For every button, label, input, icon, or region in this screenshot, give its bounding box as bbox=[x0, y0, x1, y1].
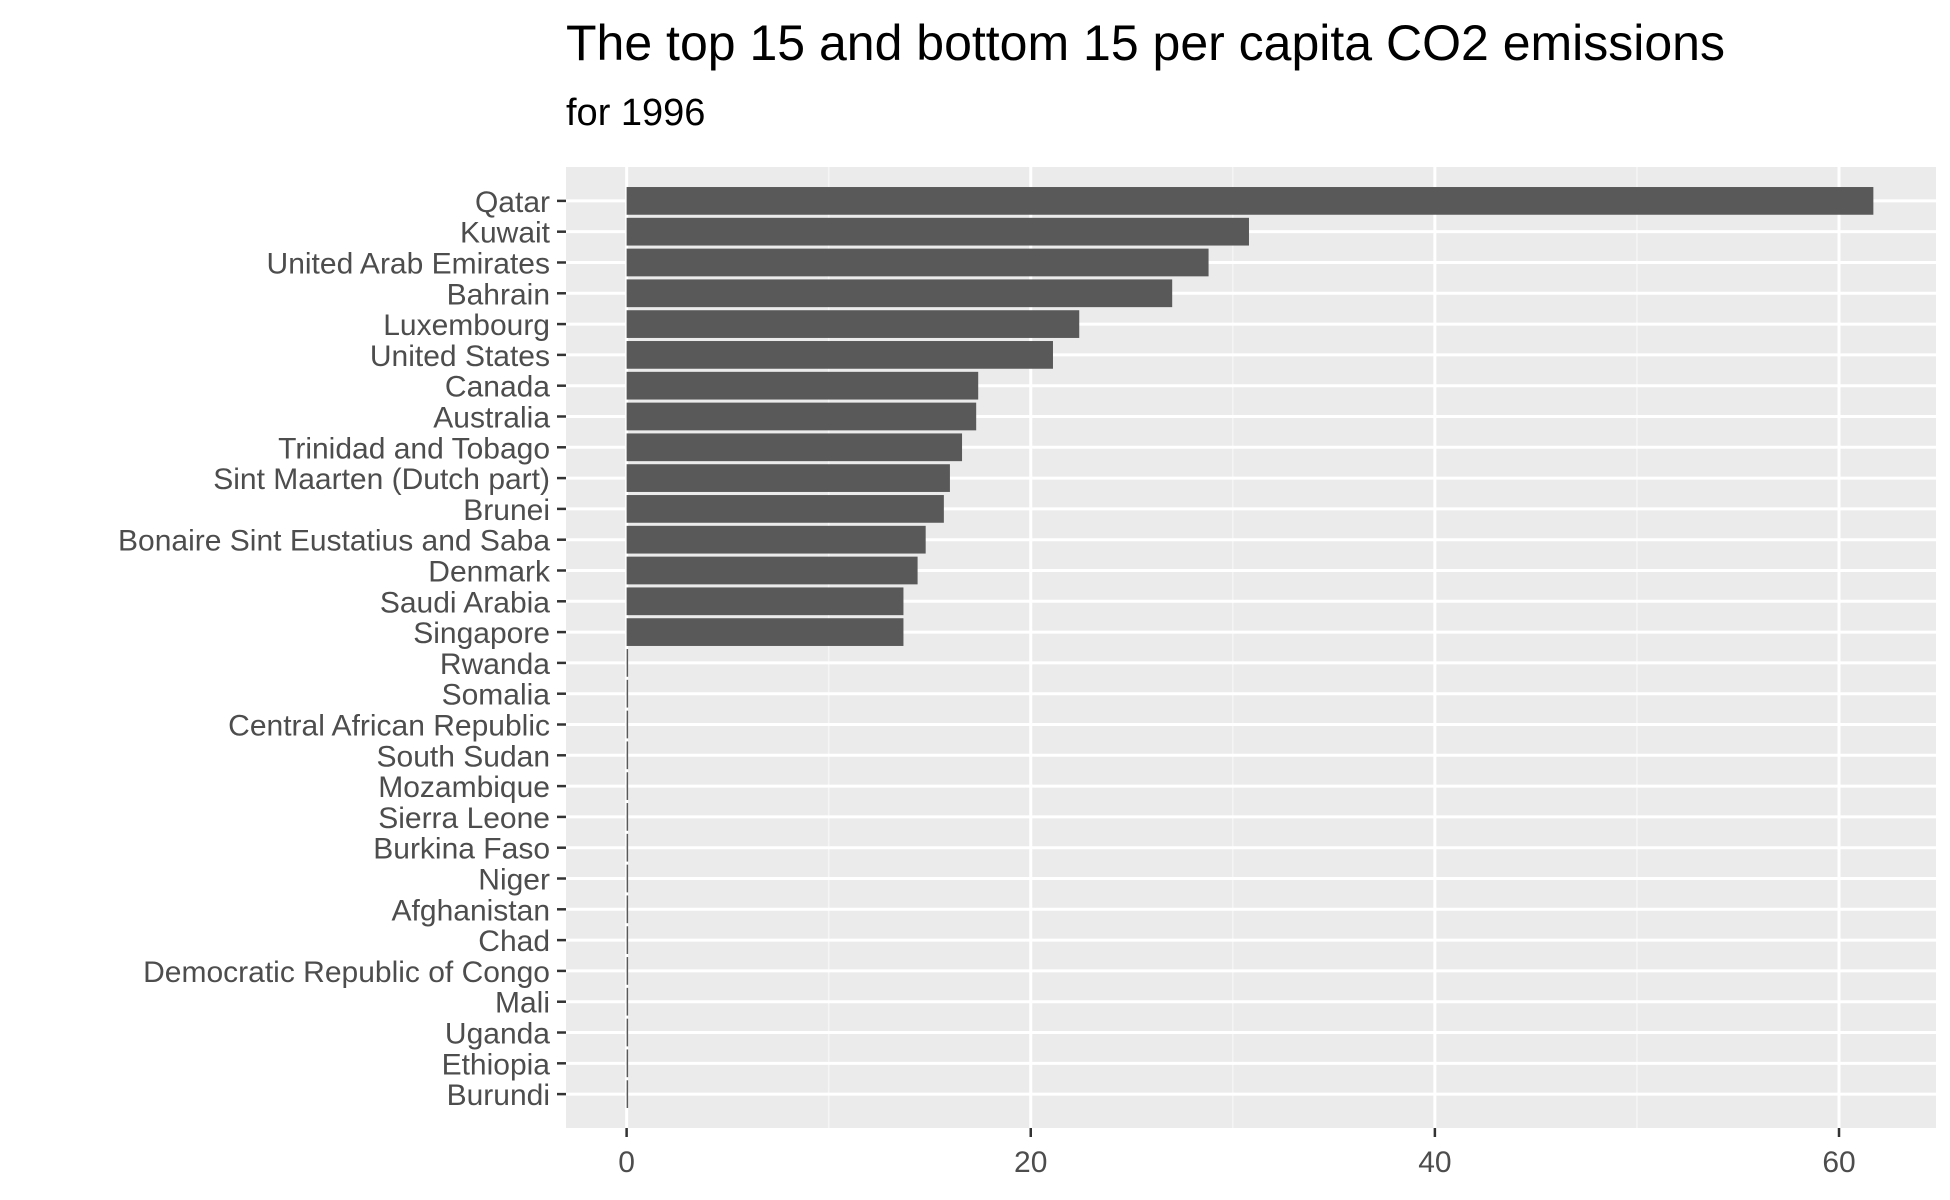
bar-13 bbox=[626, 587, 904, 616]
bar-7 bbox=[626, 402, 977, 431]
y-tick-label-12: Denmark bbox=[428, 555, 551, 588]
bar-28 bbox=[626, 1049, 629, 1078]
y-tick-label-14: Singapore bbox=[413, 617, 550, 650]
y-tick-label-27: Uganda bbox=[445, 1018, 550, 1051]
bar-11 bbox=[626, 525, 926, 554]
bar-24 bbox=[626, 926, 629, 954]
y-tick-label-8: Trinidad and Tobago bbox=[278, 432, 550, 465]
bar-25 bbox=[626, 957, 629, 985]
y-tick-label-20: Sierra Leone bbox=[378, 802, 550, 835]
bar-22 bbox=[626, 864, 629, 893]
y-tick-label-0: Qatar bbox=[475, 186, 550, 219]
y-tick-label-24: Chad bbox=[478, 925, 550, 958]
bar-3 bbox=[626, 279, 1173, 308]
y-tick-label-23: Afghanistan bbox=[392, 894, 550, 927]
y-tick-label-22: Niger bbox=[478, 864, 550, 897]
y-tick-label-29: Burundi bbox=[447, 1079, 550, 1112]
y-tick-label-1: Kuwait bbox=[460, 217, 551, 250]
bar-8 bbox=[626, 433, 963, 462]
y-tick-label-17: Central African Republic bbox=[228, 710, 550, 743]
bar-19 bbox=[626, 772, 629, 800]
bar-23 bbox=[626, 895, 629, 924]
chart-subtitle: for 1996 bbox=[566, 92, 706, 134]
bar-6 bbox=[626, 371, 979, 400]
bar-9 bbox=[626, 464, 950, 492]
bar-14 bbox=[626, 618, 904, 646]
y-tick-label-9: Sint Maarten (Dutch part) bbox=[213, 463, 550, 496]
x-tick-label-0: 0 bbox=[618, 1146, 635, 1179]
bar-2 bbox=[626, 248, 1209, 277]
y-tick-label-16: Somalia bbox=[442, 679, 551, 712]
x-tick-label-2: 40 bbox=[1418, 1146, 1451, 1179]
bar-29 bbox=[626, 1080, 629, 1108]
chart-title: The top 15 and bottom 15 per capita CO2 … bbox=[566, 15, 1725, 71]
bar-27 bbox=[626, 1018, 629, 1047]
y-tick-label-21: Burkina Faso bbox=[373, 833, 550, 866]
bar-1 bbox=[626, 217, 1249, 246]
y-tick-label-3: Bahrain bbox=[447, 278, 550, 311]
y-tick-label-19: Mozambique bbox=[378, 771, 550, 804]
bar-15 bbox=[626, 649, 629, 677]
y-tick-label-5: United States bbox=[370, 340, 550, 373]
bar-26 bbox=[626, 987, 629, 1016]
y-tick-label-13: Saudi Arabia bbox=[380, 586, 550, 619]
y-tick-label-15: Rwanda bbox=[440, 648, 550, 681]
bar-10 bbox=[626, 495, 944, 523]
y-tick-label-6: Canada bbox=[445, 371, 550, 404]
y-tick-label-7: Australia bbox=[433, 401, 550, 434]
bar-18 bbox=[626, 741, 629, 770]
bar-4 bbox=[626, 310, 1080, 338]
bar-17 bbox=[626, 710, 629, 739]
y-tick-label-18: South Sudan bbox=[377, 740, 550, 773]
y-tick-label-25: Democratic Republic of Congo bbox=[143, 956, 550, 989]
y-tick-label-10: Brunei bbox=[463, 494, 550, 527]
bar-5 bbox=[626, 341, 1053, 369]
y-tick-label-11: Bonaire Sint Eustatius and Saba bbox=[118, 525, 550, 558]
bar-0 bbox=[626, 187, 1874, 215]
y-tick-label-26: Mali bbox=[495, 987, 550, 1020]
x-tick-label-3: 60 bbox=[1822, 1146, 1855, 1179]
bar-12 bbox=[626, 556, 918, 585]
x-tick-label-1: 20 bbox=[1014, 1146, 1047, 1179]
bar-20 bbox=[626, 803, 629, 831]
y-tick-label-28: Ethiopia bbox=[442, 1048, 551, 1081]
bar-16 bbox=[626, 679, 629, 708]
y-tick-label-2: United Arab Emirates bbox=[267, 247, 550, 280]
bar-21 bbox=[626, 833, 629, 862]
y-tick-label-4: Luxembourg bbox=[383, 309, 550, 342]
